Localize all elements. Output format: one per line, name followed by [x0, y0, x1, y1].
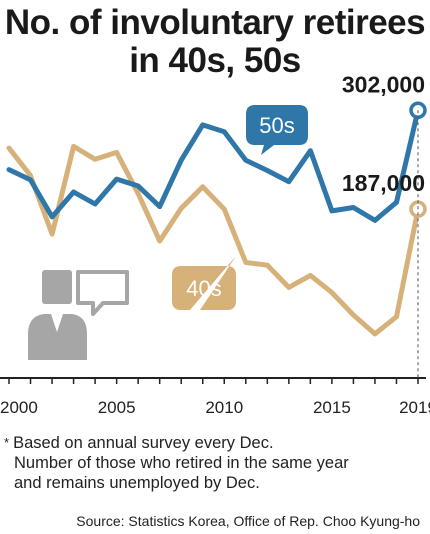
series-line-40s [6, 143, 421, 337]
value-label-50s: 302,000 [342, 71, 425, 97]
x-tick-label-2019: 2019 [399, 398, 430, 417]
footnote-line1: Based on annual survey every Dec. [13, 434, 274, 452]
series-label-40s: 40s [186, 276, 221, 301]
series-label-50s: 50s [259, 113, 294, 138]
footnote-line3: and remains unemployed by Dec. [14, 474, 260, 492]
chart-title-line1: No. of involuntary retirees [4, 3, 426, 42]
x-tick-label-2015: 2015 [313, 398, 351, 417]
series-line-50s [6, 107, 421, 223]
callout-50s: 50s [246, 105, 308, 155]
footnote: * Based on annual survey every Dec. Numbe… [4, 433, 424, 493]
callout-box-50s [246, 105, 308, 155]
person-speech-bubble-icon [28, 270, 129, 360]
x-tick-label-2010: 2010 [205, 398, 243, 417]
value-label-40s: 187,000 [342, 170, 425, 196]
callout-box-40s [172, 256, 236, 310]
x-tick-label-2005: 2005 [98, 398, 136, 417]
footnote-symbol: * [4, 435, 10, 450]
x-tick-label-2000: 2000 [0, 398, 38, 417]
callout-40s: 40s [172, 256, 236, 310]
chart-title-line2: in 40s, 50s [129, 41, 301, 80]
footnote-line2: Number of those who retired in the same … [14, 454, 349, 472]
source-credit: Source: Statistics Korea, Office of Rep.… [76, 513, 420, 529]
